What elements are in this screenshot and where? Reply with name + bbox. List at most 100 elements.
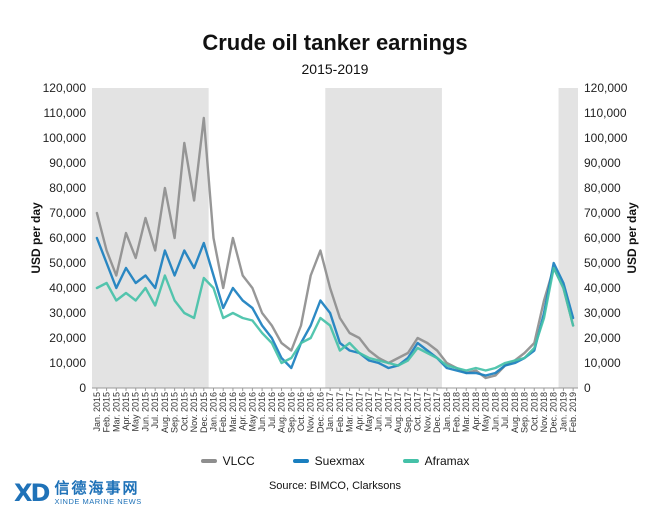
x-tick-label: Oct. 2018 [529, 392, 539, 431]
x-tick-label: Aug. 2016 [277, 392, 287, 433]
x-tick-label: Apr. 2017 [354, 392, 364, 431]
x-tick-label: Feb. 2019 [568, 392, 578, 433]
x-tick-label: Jul. 2018 [500, 392, 510, 429]
y-tick-label-right: 40,000 [584, 281, 621, 295]
x-tick-label: Nov. 2018 [539, 392, 549, 432]
y-tick-label-right: 10,000 [584, 356, 621, 370]
x-tick-label: Apr. 2018 [471, 392, 481, 431]
logo-mark-icon: XD [14, 479, 50, 507]
x-tick-label: Jun. 2015 [141, 392, 151, 432]
y-tick-label-right: 120,000 [584, 81, 628, 95]
chart-title: Crude oil tanker earnings [202, 30, 468, 55]
legend-swatch-aframax [402, 459, 419, 463]
x-tick-label: Sep. 2015 [170, 392, 180, 433]
x-tick-label: May 2015 [131, 392, 141, 432]
x-tick-label: Mar. 2017 [345, 392, 355, 432]
y-tick-label-left: 70,000 [49, 206, 86, 220]
x-tick-label: Nov. 2015 [189, 392, 199, 432]
x-tick-label: Dec. 2018 [549, 392, 559, 433]
y-tick-label-right: 0 [584, 381, 591, 395]
shaded-period-2 [325, 88, 442, 388]
x-tick-label: Jun. 2017 [374, 392, 384, 432]
y-tick-label-right: 90,000 [584, 156, 621, 170]
series-line-suexmax [95, 236, 575, 377]
logo-english-text: XINDE MARINE NEWS [54, 497, 142, 506]
x-tick-label: Mar. 2015 [111, 392, 121, 432]
legend-label-suexmax: Suexmax [314, 454, 365, 468]
x-tick-label: Mar. 2018 [461, 392, 471, 432]
shaded-period-3 [558, 88, 578, 388]
chart-subtitle: 2015-2019 [301, 61, 369, 77]
x-tick-label: Jan. 2016 [209, 392, 219, 432]
legend-swatch-vlcc [200, 459, 217, 463]
y-tick-label-left: 90,000 [49, 156, 86, 170]
y-tick-label-right: 20,000 [584, 331, 621, 345]
x-tick-label: Dec. 2015 [199, 392, 209, 433]
y-tick-label-left: 50,000 [49, 256, 86, 270]
y-tick-label-right: 110,000 [584, 106, 627, 120]
x-tick-label: Nov. 2016 [306, 392, 316, 432]
y-tick-label-left: 60,000 [49, 231, 86, 245]
y-tick-label-right: 50,000 [584, 256, 621, 270]
legend-item-vlcc: VLCC [200, 454, 255, 468]
chart-legend: VLCC Suexmax Aframax [0, 454, 670, 468]
y-tick-label-left: 110,000 [44, 106, 87, 120]
series-line-vlcc [95, 116, 575, 380]
x-tick-label: Aug. 2018 [510, 392, 520, 433]
x-tick-label: Feb. 2016 [218, 392, 228, 433]
y-tick-label-left: 30,000 [49, 306, 86, 320]
x-tick-label: Nov. 2017 [422, 392, 432, 432]
x-tick-label: Aug. 2015 [160, 392, 170, 433]
x-tick-label: Oct. 2017 [413, 392, 423, 431]
y-tick-label-left: 20,000 [49, 331, 86, 345]
x-tick-label: Dec. 2016 [315, 392, 325, 433]
x-tick-label: Jun. 2016 [257, 392, 267, 432]
x-tick-label: Feb. 2015 [102, 392, 112, 433]
y-tick-label-right: 70,000 [584, 206, 621, 220]
y-axis-label-right: USD per day [625, 202, 639, 274]
series-line-aframax [95, 266, 575, 372]
y-tick-label-left: 0 [79, 381, 86, 395]
y-tick-label-left: 10,000 [49, 356, 86, 370]
x-tick-label: Jan. 2017 [325, 392, 335, 432]
legend-label-vlcc: VLCC [222, 454, 255, 468]
y-tick-label-left: 80,000 [49, 181, 86, 195]
x-tick-label: Jun. 2018 [490, 392, 500, 432]
x-tick-label: Apr. 2016 [238, 392, 248, 431]
x-tick-label: May 2016 [247, 392, 257, 432]
x-tick-label: Jan. 2018 [442, 392, 452, 432]
legend-item-suexmax: Suexmax [292, 454, 365, 468]
x-tick-label: Mar. 2016 [228, 392, 238, 432]
x-tick-label: Sep. 2016 [286, 392, 296, 433]
x-tick-label: May 2017 [364, 392, 374, 432]
x-tick-label: May 2018 [481, 392, 491, 432]
source-note: Source: BIMCO, Clarksons [268, 480, 402, 492]
y-tick-label-right: 60,000 [584, 231, 621, 245]
x-tick-label: Oct. 2015 [179, 392, 189, 431]
y-tick-label-left: 40,000 [49, 281, 86, 295]
x-tick-label: Jan. 2019 [558, 392, 568, 432]
x-tick-label: Feb. 2017 [335, 392, 345, 433]
x-tick-label: Jan. 2015 [92, 392, 102, 432]
x-tick-label: Sep. 2017 [403, 392, 413, 433]
legend-swatch-suexmax [292, 459, 309, 463]
y-tick-label-right: 30,000 [584, 306, 621, 320]
y-axis-label-left: USD per day [29, 202, 43, 274]
x-tick-label: Oct. 2016 [296, 392, 306, 431]
x-tick-label: Jul. 2016 [267, 392, 277, 429]
x-tick-label: Jul. 2015 [150, 392, 160, 429]
legend-label-aframax: Aframax [424, 454, 470, 468]
y-tick-label-left: 100,000 [43, 131, 87, 145]
x-tick-label: Jul. 2017 [384, 392, 394, 429]
x-tick-label: Sep. 2018 [520, 392, 530, 433]
x-tick-label: Feb. 2018 [452, 392, 462, 433]
logo-text: 信德海事网 XINDE MARINE NEWS [54, 480, 141, 507]
legend-item-aframax: Aframax [402, 454, 470, 468]
x-tick-label: Apr. 2015 [121, 392, 131, 431]
y-tick-label-right: 80,000 [584, 181, 621, 195]
y-tick-label-left: 120,000 [43, 81, 87, 95]
x-tick-label: Aug. 2017 [393, 392, 403, 433]
logo-chinese-text: 信德海事网 [54, 480, 140, 497]
